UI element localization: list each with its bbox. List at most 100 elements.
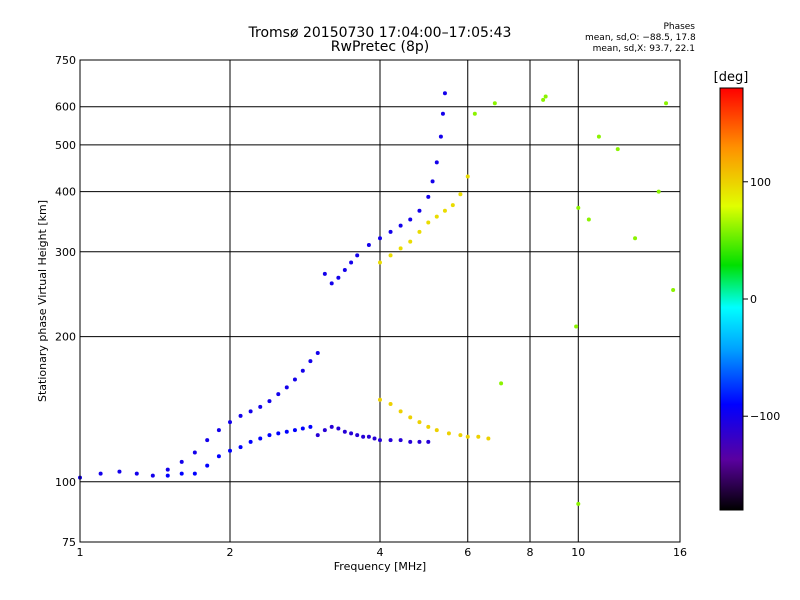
data-point [322, 428, 327, 433]
data-point [308, 424, 313, 429]
data-point [322, 271, 327, 276]
data-point [442, 208, 447, 213]
phase-stats-o: mean, sd,O: −88.5, 17.8 [585, 33, 696, 43]
data-point [179, 471, 184, 476]
data-point [388, 229, 393, 234]
data-point [315, 433, 320, 438]
data-point [276, 431, 281, 436]
data-point [248, 409, 253, 414]
data-point [656, 189, 661, 194]
data-point [398, 246, 403, 251]
data-point [329, 424, 334, 429]
x-tick-label: 10 [571, 546, 585, 559]
data-point [329, 281, 334, 286]
data-point [378, 236, 382, 241]
y-tick-label: 100 [55, 476, 76, 489]
data-point [576, 205, 581, 210]
y-axis-ticks: 75 100 200 300 400 500 600 750 [55, 54, 76, 549]
data-point [349, 260, 354, 265]
data-point [426, 220, 431, 225]
data-point [355, 433, 360, 438]
data-point [342, 429, 347, 434]
data-point [417, 439, 422, 444]
phase-stats-title: Phases [663, 22, 695, 32]
data-point [216, 454, 221, 459]
chart-subtitle: RwPretec (8p) [330, 39, 430, 55]
data-point [267, 433, 272, 438]
data-point [258, 404, 263, 409]
colorbar-ticks: 100 0 −100 [743, 176, 780, 423]
data-point [417, 229, 422, 234]
data-point [476, 434, 481, 439]
data-point [378, 438, 382, 443]
data-point [366, 434, 371, 439]
data-point [434, 160, 439, 165]
colorbar-unit-label: [deg] [713, 70, 749, 85]
data-point [292, 428, 297, 433]
data-point [633, 236, 638, 241]
data-point [205, 438, 210, 443]
data-point [417, 208, 422, 213]
data-point [434, 214, 439, 219]
data-point [366, 242, 371, 247]
phase-stats: Phases mean, sd,O: −88.5, 17.8 mean, sd,… [585, 22, 696, 55]
data-point [388, 402, 393, 407]
data-point [408, 239, 413, 244]
data-point [388, 438, 393, 443]
chart-title: Tromsø 20150730 17:04:00–17:05:43 [248, 25, 512, 41]
data-point [426, 439, 431, 444]
colorbar-tick-label: 0 [750, 293, 757, 306]
data-point [300, 426, 305, 431]
data-point [398, 409, 403, 414]
data-point [216, 428, 221, 433]
data-point [361, 434, 366, 439]
data-point [615, 147, 620, 152]
data-point [336, 426, 341, 431]
data-point [228, 448, 232, 453]
data-point [378, 260, 382, 265]
x-tick-label: 2 [227, 546, 234, 559]
data-point [238, 445, 243, 450]
data-point [292, 377, 297, 382]
data-point [98, 471, 103, 476]
phase-stats-x: mean, sd,X: 93.7, 22.1 [592, 44, 695, 54]
data-point [308, 359, 313, 364]
data-point [576, 501, 581, 506]
y-tick-label: 75 [62, 536, 76, 549]
colorbar-tick-label: 100 [750, 176, 771, 189]
data-point [465, 174, 470, 179]
data-point [586, 217, 591, 222]
x-axis-ticks: 1 2 4 6 8 10 16 [77, 546, 688, 559]
plot-frame [79, 59, 681, 543]
data-point [284, 429, 289, 434]
grid-lines [79, 59, 681, 543]
data-point [165, 467, 170, 472]
x-tick-label: 6 [464, 546, 471, 559]
y-tick-label: 300 [55, 246, 76, 259]
x-axis-label: Frequency [MHz] [334, 560, 426, 573]
data-point [446, 431, 451, 436]
data-points [78, 91, 676, 506]
data-point [458, 192, 463, 197]
data-point [438, 134, 443, 139]
data-point [372, 436, 377, 441]
data-point [543, 94, 548, 99]
x-tick-label: 4 [377, 546, 384, 559]
data-point [486, 436, 491, 441]
data-point [117, 469, 122, 474]
data-point [205, 463, 210, 468]
data-point [134, 471, 139, 476]
y-axis-label: Stationary phase Virtual Height [km] [36, 200, 49, 402]
data-point [465, 434, 470, 439]
y-tick-label: 600 [55, 101, 76, 114]
x-tick-label: 16 [673, 546, 687, 559]
data-point [276, 392, 281, 397]
data-point [336, 275, 341, 280]
data-point [671, 287, 676, 292]
data-point [238, 413, 243, 418]
x-tick-label: 8 [527, 546, 534, 559]
data-point [440, 111, 445, 116]
data-point [541, 97, 546, 102]
data-point [408, 217, 413, 222]
